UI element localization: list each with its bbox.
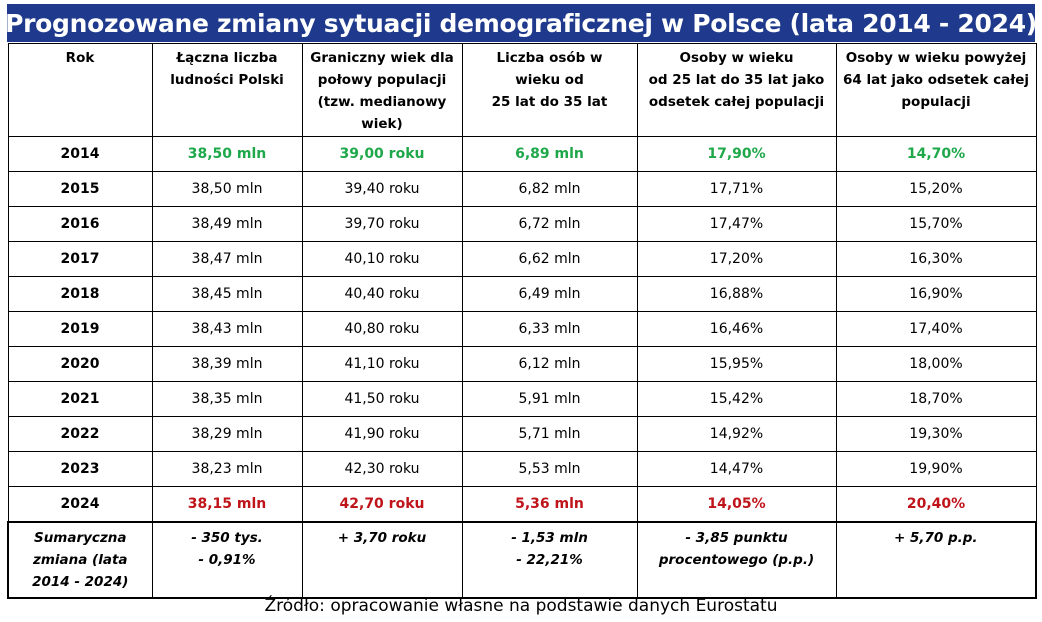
table-row: 2023 38,23 mln 42,30 roku 5,53 mln 14,47% 19,…	[7, 451, 1037, 487]
cell-over-64-share: 15,20%	[835, 171, 1037, 207]
col-header-age-25-35-share: Osoby w wieku od 25 lat do 35 lat jako o…	[636, 43, 837, 137]
cell-year: 2024	[7, 486, 153, 523]
table-row: 2018 38,45 mln 40,40 roku 6,49 mln 16,88% 16,…	[7, 276, 1037, 312]
cell-age-25-35-share: 14,05%	[636, 486, 837, 523]
header-row: Rok Łączna liczba ludności Polski Granic…	[7, 43, 1037, 137]
table-row: 2016 38,49 mln 39,70 roku 6,72 mln 17,47% 15,…	[7, 206, 1037, 242]
cell-age-25-35-share: 17,47%	[636, 206, 837, 242]
col-header-age-25-35-count: Liczba osób w wieku od 25 lat do 35 lat	[461, 43, 638, 137]
cell-median-age: 39,70 roku	[301, 206, 463, 242]
cell-age-25-35-count: 6,62 mln	[461, 241, 638, 277]
summary-median-age: + 3,70 roku	[301, 521, 463, 599]
cell-age-25-35-share: 17,71%	[636, 171, 837, 207]
cell-age-25-35-count: 5,71 mln	[461, 416, 638, 452]
cell-year: 2019	[7, 311, 153, 347]
cell-population: 38,35 mln	[151, 381, 303, 417]
cell-age-25-35-share: 17,90%	[636, 136, 837, 172]
cell-age-25-35-count: 6,12 mln	[461, 346, 638, 382]
table-row: 2017 38,47 mln 40,10 roku 6,62 mln 17,20% 16,…	[7, 241, 1037, 277]
cell-age-25-35-count: 5,91 mln	[461, 381, 638, 417]
cell-over-64-share: 18,70%	[835, 381, 1037, 417]
cell-age-25-35-share: 15,42%	[636, 381, 837, 417]
cell-year: 2017	[7, 241, 153, 277]
cell-over-64-share: 19,90%	[835, 451, 1037, 487]
cell-age-25-35-share: 16,46%	[636, 311, 837, 347]
cell-age-25-35-count: 6,82 mln	[461, 171, 638, 207]
cell-year: 2021	[7, 381, 153, 417]
cell-median-age: 41,10 roku	[301, 346, 463, 382]
cell-population: 38,50 mln	[151, 171, 303, 207]
table-row: 2014 38,50 mln 39,00 roku 6,89 mln 17,90% 14,…	[7, 136, 1037, 172]
cell-median-age: 39,40 roku	[301, 171, 463, 207]
cell-age-25-35-share: 14,47%	[636, 451, 837, 487]
cell-over-64-share: 16,90%	[835, 276, 1037, 312]
cell-year: 2016	[7, 206, 153, 242]
cell-median-age: 40,10 roku	[301, 241, 463, 277]
cell-age-25-35-count: 6,33 mln	[461, 311, 638, 347]
summary-over-64-share: + 5,70 p.p.	[835, 521, 1037, 599]
cell-median-age: 42,70 roku	[301, 486, 463, 523]
cell-over-64-share: 19,30%	[835, 416, 1037, 452]
cell-population: 38,47 mln	[151, 241, 303, 277]
cell-median-age: 41,90 roku	[301, 416, 463, 452]
table-row: 2020 38,39 mln 41,10 roku 6,12 mln 15,95% 18,…	[7, 346, 1037, 382]
cell-median-age: 40,40 roku	[301, 276, 463, 312]
table-row: 2024 38,15 mln 42,70 roku 5,36 mln 14,05% 20,…	[7, 486, 1037, 523]
summary-age-25-35-share: - 3,85 punktu procentowego (p.p.)	[636, 521, 837, 599]
cell-population: 38,29 mln	[151, 416, 303, 452]
cell-median-age: 40,80 roku	[301, 311, 463, 347]
cell-age-25-35-share: 15,95%	[636, 346, 837, 382]
cell-age-25-35-count: 5,53 mln	[461, 451, 638, 487]
cell-population: 38,15 mln	[151, 486, 303, 523]
demographic-table: Rok Łączna liczba ludności Polski Granic…	[7, 43, 1037, 599]
table-row: 2022 38,29 mln 41,90 roku 5,71 mln 14,92% 19,…	[7, 416, 1037, 452]
cell-year: 2020	[7, 346, 153, 382]
cell-age-25-35-share: 16,88%	[636, 276, 837, 312]
cell-age-25-35-share: 14,92%	[636, 416, 837, 452]
cell-year: 2022	[7, 416, 153, 452]
cell-age-25-35-count: 5,36 mln	[461, 486, 638, 523]
page-title: Prognozowane zmiany sytuacji demograficz…	[5, 4, 1037, 42]
summary-age-25-35-count: - 1,53 mln - 22,21%	[461, 521, 638, 599]
col-header-year: Rok	[7, 43, 153, 137]
cell-year: 2014	[7, 136, 153, 172]
cell-median-age: 41,50 roku	[301, 381, 463, 417]
col-header-median-age: Graniczny wiek dla połowy populacji (tzw…	[301, 43, 463, 137]
cell-age-25-35-count: 6,72 mln	[461, 206, 638, 242]
cell-over-64-share: 17,40%	[835, 311, 1037, 347]
cell-over-64-share: 20,40%	[835, 486, 1037, 523]
cell-population: 38,45 mln	[151, 276, 303, 312]
cell-median-age: 42,30 roku	[301, 451, 463, 487]
cell-year: 2018	[7, 276, 153, 312]
cell-population: 38,49 mln	[151, 206, 303, 242]
cell-age-25-35-count: 6,49 mln	[461, 276, 638, 312]
summary-population: - 350 tys. - 0,91%	[151, 521, 303, 599]
summary-row: Sumaryczna zmiana (lata 2014 - 2024) - 3…	[7, 521, 1037, 599]
cell-over-64-share: 16,30%	[835, 241, 1037, 277]
cell-age-25-35-share: 17,20%	[636, 241, 837, 277]
cell-population: 38,39 mln	[151, 346, 303, 382]
col-header-population: Łączna liczba ludności Polski	[151, 43, 303, 137]
cell-year: 2023	[7, 451, 153, 487]
table-row: 2019 38,43 mln 40,80 roku 6,33 mln 16,46% 17,…	[7, 311, 1037, 347]
cell-over-64-share: 15,70%	[835, 206, 1037, 242]
summary-label: Sumaryczna zmiana (lata 2014 - 2024)	[7, 521, 153, 599]
cell-over-64-share: 14,70%	[835, 136, 1037, 172]
cell-year: 2015	[7, 171, 153, 207]
cell-population: 38,50 mln	[151, 136, 303, 172]
col-header-over-64-share: Osoby w wieku powyżej 64 lat jako odsete…	[835, 43, 1037, 137]
cell-age-25-35-count: 6,89 mln	[461, 136, 638, 172]
cell-median-age: 39,00 roku	[301, 136, 463, 172]
cell-over-64-share: 18,00%	[835, 346, 1037, 382]
table-row: 2021 38,35 mln 41,50 roku 5,91 mln 15,42% 18,…	[7, 381, 1037, 417]
cell-population: 38,23 mln	[151, 451, 303, 487]
cell-population: 38,43 mln	[151, 311, 303, 347]
source-note: Źródło: opracowanie własne na podstawie …	[264, 596, 778, 616]
table-row: 2015 38,50 mln 39,40 roku 6,82 mln 17,71% 15,…	[7, 171, 1037, 207]
